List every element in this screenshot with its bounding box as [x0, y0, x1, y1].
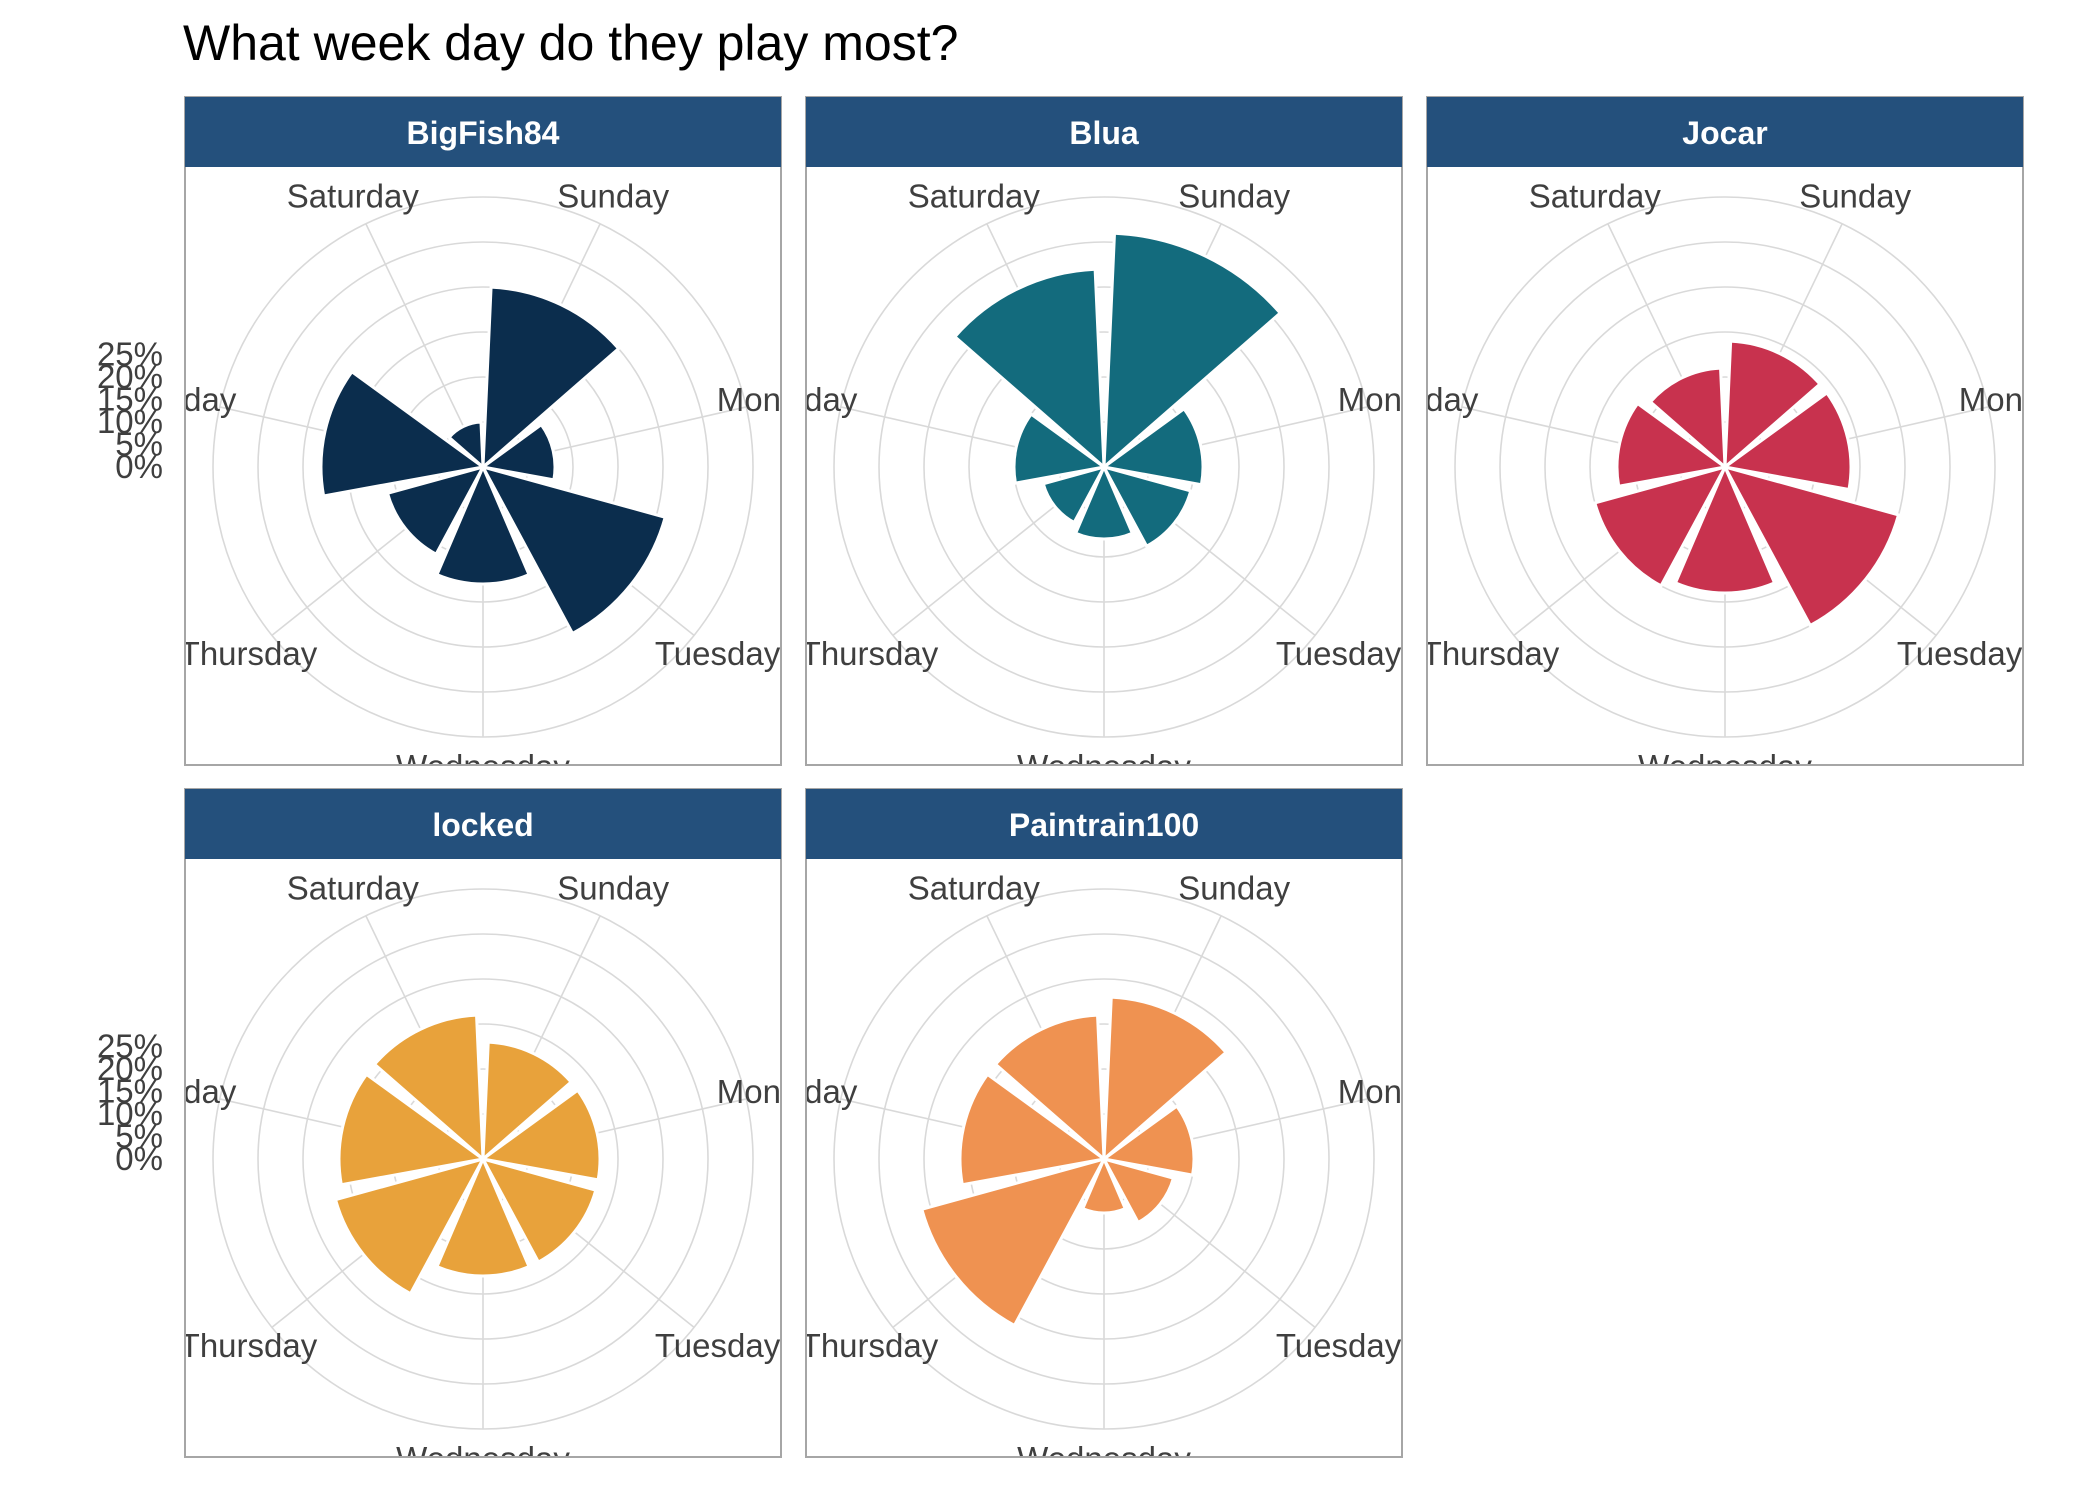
facet-panel-BigFish84: Sunday Monday Tuesday Wednesday Thursday Frid… — [97, 96, 835, 785]
facet-strip-label: Paintrain100 — [1009, 807, 1199, 843]
bar-BigFish84-wednesday — [435, 463, 531, 586]
category-label-wednesday: Wednesday — [1017, 1440, 1191, 1477]
facet-panel-Jocar: Sunday Monday Tuesday Wednesday Thursday Frid… — [1387, 96, 2077, 785]
category-label-sunday: Sunday — [1799, 178, 1911, 215]
facet-panel-locked: Sunday Monday Tuesday Wednesday Thursday Frid… — [97, 788, 835, 1477]
bar-BigFish84-tuesday — [480, 464, 668, 636]
facet-strip — [185, 789, 781, 859]
bar-Jocar-friday — [1615, 401, 1729, 489]
category-label-thursday: Thursday — [180, 635, 318, 672]
bar-BigFish84-saturday — [446, 420, 485, 471]
facet-strip — [806, 97, 1402, 167]
category-label-thursday: Thursday — [1422, 635, 1560, 672]
category-label-friday: Friday — [145, 1073, 237, 1110]
facet-strip — [1427, 97, 2023, 167]
category-label-friday: Friday — [1387, 381, 1479, 418]
facet-strip-label: Jocar — [1682, 115, 1767, 151]
category-label-monday: Monday — [717, 381, 835, 418]
bar-Blua-wednesday — [1073, 463, 1135, 541]
category-label-thursday: Thursday — [801, 1327, 939, 1364]
radial-tick-label: 0% — [115, 448, 163, 485]
bar-locked-monday — [479, 1088, 602, 1182]
category-label-sunday: Sunday — [1178, 178, 1290, 215]
category-label-sunday: Sunday — [1178, 870, 1290, 907]
category-label-tuesday: Tuesday — [655, 635, 781, 672]
category-label-friday: Friday — [766, 1073, 858, 1110]
facet-strip — [806, 789, 1402, 859]
bar-Paintrain100-wednesday — [1080, 1155, 1128, 1215]
bar-Jocar-thursday — [1593, 464, 1728, 588]
bar-Jocar-wednesday — [1673, 463, 1777, 595]
radial-tick-label: 5% — [115, 1118, 163, 1155]
category-label-tuesday: Tuesday — [655, 1327, 781, 1364]
category-label-saturday: Saturday — [908, 870, 1041, 907]
bar-locked-tuesday — [480, 1156, 598, 1265]
bar-Blua-monday — [1100, 406, 1205, 487]
radial-tick-label: 15% — [97, 1073, 163, 1110]
category-label-saturday: Saturday — [287, 178, 420, 215]
bar-BigFish84-sunday — [481, 285, 621, 471]
radial-tick-label: 20% — [97, 358, 163, 395]
radial-tick-label: 0% — [115, 1140, 163, 1177]
bar-locked-friday — [337, 1072, 487, 1187]
category-label-monday: Monday — [1338, 1073, 1456, 1110]
category-label-saturday: Saturday — [287, 870, 420, 907]
category-label-monday: Monday — [1959, 381, 2077, 418]
bar-Blua-thursday — [1041, 464, 1107, 525]
category-label-sunday: Sunday — [557, 870, 669, 907]
category-label-wednesday: Wednesday — [396, 1440, 570, 1477]
bar-Paintrain100-monday — [1100, 1104, 1196, 1177]
category-label-wednesday: Wednesday — [1638, 748, 1812, 785]
radial-tick-label: 5% — [115, 426, 163, 463]
category-label-tuesday: Tuesday — [1897, 635, 2023, 672]
bar-Paintrain100-saturday — [993, 1013, 1106, 1163]
category-label-saturday: Saturday — [908, 178, 1041, 215]
bar-BigFish84-thursday — [385, 464, 486, 557]
bar-Blua-friday — [1012, 412, 1108, 485]
bar-locked-sunday — [481, 1040, 574, 1163]
facet-strip-label: BigFish84 — [407, 115, 560, 151]
bar-Paintrain100-tuesday — [1101, 1156, 1176, 1225]
bar-BigFish84-friday — [319, 369, 487, 498]
category-label-friday: Friday — [145, 381, 237, 418]
bar-BigFish84-monday — [479, 422, 557, 482]
facet-panel-Paintrain100: Sunday Monday Tuesday Wednesday Thursday Frid… — [766, 788, 1456, 1477]
category-label-thursday: Thursday — [180, 1327, 318, 1364]
radial-tick-label: 25% — [97, 1028, 163, 1065]
category-label-tuesday: Tuesday — [1276, 1327, 1402, 1364]
bar-Paintrain100-thursday — [919, 1156, 1107, 1328]
radial-tick-label: 20% — [97, 1050, 163, 1087]
bar-Blua-saturday — [952, 267, 1106, 471]
category-label-sunday: Sunday — [557, 178, 669, 215]
category-label-monday: Monday — [1338, 381, 1456, 418]
category-label-wednesday: Wednesday — [1017, 748, 1191, 785]
radial-tick-label: 15% — [97, 381, 163, 418]
radial-tick-label: 10% — [97, 1095, 163, 1132]
bar-Paintrain100-sunday — [1102, 995, 1229, 1163]
radial-tick-label: 10% — [97, 403, 163, 440]
bar-Paintrain100-friday — [958, 1072, 1108, 1187]
facet-strip-label: locked — [432, 807, 533, 843]
bar-locked-wednesday — [435, 1155, 531, 1278]
category-label-monday: Monday — [717, 1073, 835, 1110]
bar-Jocar-tuesday — [1722, 464, 1901, 628]
radial-tick-label: 25% — [97, 336, 163, 373]
bar-Blua-tuesday — [1101, 464, 1193, 549]
bar-Blua-sunday — [1102, 231, 1283, 471]
category-label-thursday: Thursday — [801, 635, 939, 672]
chart-title: What week day do they play most? — [183, 15, 959, 71]
bar-Jocar-sunday — [1723, 339, 1823, 471]
bar-Jocar-monday — [1721, 390, 1853, 492]
bar-locked-thursday — [333, 1156, 486, 1296]
category-label-saturday: Saturday — [1529, 178, 1662, 215]
category-label-tuesday: Tuesday — [1276, 635, 1402, 672]
category-label-friday: Friday — [766, 381, 858, 418]
facet-strip-label: Blua — [1069, 115, 1139, 151]
facet-strip — [185, 97, 781, 167]
bar-locked-saturday — [372, 1013, 485, 1163]
bar-Jocar-saturday — [1648, 366, 1727, 471]
category-label-wednesday: Wednesday — [396, 748, 570, 785]
facet-panel-Blua: Sunday Monday Tuesday Wednesday Thursday Frid… — [766, 96, 1456, 785]
